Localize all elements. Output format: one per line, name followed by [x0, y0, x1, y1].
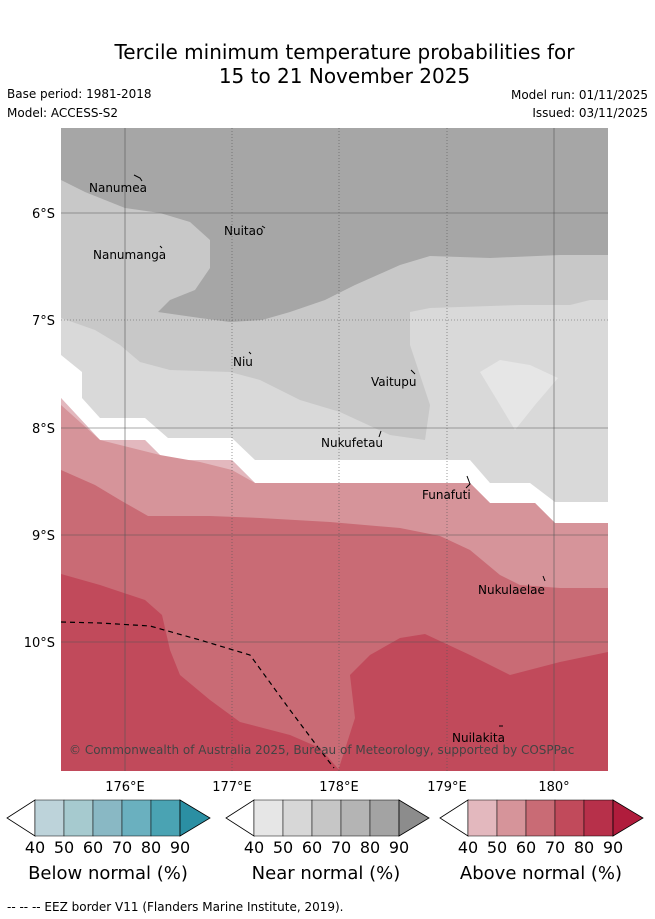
lat-label-6s: 6°S — [32, 207, 55, 222]
near-tick-70: 70 — [331, 838, 351, 857]
above-swatch-1 — [496, 799, 527, 837]
near-high-extension — [398, 799, 430, 837]
above-swatch-0 — [467, 799, 498, 837]
island-vaitupu — [410, 369, 416, 375]
island-nanumea — [133, 174, 143, 182]
below-high-extension — [179, 799, 211, 837]
title-line-1: Tercile minimum temperature probabilitie… — [114, 40, 575, 64]
above-swatch-4 — [583, 799, 614, 837]
title-line-2: 15 to 21 November 2025 — [218, 64, 471, 88]
near-tick-90: 90 — [389, 838, 409, 857]
below-low-extension — [6, 799, 36, 837]
model-name: Model: ACCESS-S2 — [7, 106, 119, 120]
eez-footnote: -- -- -- EEZ border V11 (Flanders Marine… — [7, 900, 344, 914]
island-niu — [248, 351, 252, 355]
above-tick-60: 60 — [516, 838, 536, 857]
label-niu: Niu — [233, 355, 253, 369]
label-nuilakita: Nuilakita — [452, 731, 505, 745]
eez-border-line — [60, 621, 335, 769]
issued-date: Issued: 03/11/2025 — [532, 106, 648, 120]
near-tick-80: 80 — [360, 838, 380, 857]
probability-shading — [61, 128, 608, 771]
copyright-notice: © Commonwealth of Australia 2025, Bureau… — [69, 743, 574, 757]
lon-label-177e: 177°E — [212, 780, 252, 795]
label-nanumea: Nanumea — [89, 181, 147, 195]
below-swatch-1 — [63, 799, 94, 837]
near-swatch-1 — [282, 799, 313, 837]
below-tick-90: 90 — [170, 838, 190, 857]
island-nuitao — [261, 225, 266, 229]
above-swatch-3 — [554, 799, 585, 837]
label-nuitao: Nuitao — [224, 224, 263, 238]
island-nukufetau — [378, 430, 382, 438]
label-nukulaelae: Nukulaelae — [478, 583, 545, 597]
label-funafuti: Funafuti — [422, 488, 471, 502]
above-tick-70: 70 — [545, 838, 565, 857]
above-tick-50: 50 — [487, 838, 507, 857]
label-nanumanga: Nanumanga — [93, 248, 166, 262]
below-tick-80: 80 — [141, 838, 161, 857]
lat-label-10s: 10°S — [24, 636, 55, 651]
island-nukulaelae — [542, 575, 546, 582]
legend-title-above: Above normal (%) — [459, 863, 623, 884]
below-tick-70: 70 — [112, 838, 132, 857]
lon-label-180: 180° — [538, 780, 569, 795]
below-tick-60: 60 — [83, 838, 103, 857]
legend-title-near: Near normal (%) — [251, 863, 401, 884]
above-swatch-2 — [525, 799, 556, 837]
label-vaitupu: Vaitupu — [371, 375, 417, 389]
below-swatch-4 — [150, 799, 181, 837]
below-tick-50: 50 — [54, 838, 74, 857]
base-period: Base period: 1981-2018 — [7, 87, 152, 101]
above-tick-80: 80 — [574, 838, 594, 857]
lon-label-178e: 178°E — [319, 780, 359, 795]
colorbar-above-normal: 40 50 60 70 80 90 — [438, 798, 648, 862]
below-swatch-3 — [121, 799, 152, 837]
lat-label-7s: 7°S — [32, 314, 55, 329]
near-swatch-2 — [311, 799, 342, 837]
no-signal-band — [61, 355, 608, 523]
near-normal-light-patch — [480, 360, 558, 430]
colorbar-near-normal: 40 50 60 70 80 90 — [224, 798, 434, 862]
lon-label-179e: 179°E — [427, 780, 467, 795]
lat-label-8s: 8°S — [32, 422, 55, 437]
model-run: Model run: 01/11/2025 — [510, 88, 648, 102]
above-normal-70-west — [61, 574, 340, 771]
near-swatch-3 — [340, 799, 371, 837]
island-nanumanga — [159, 245, 163, 249]
forecast-map: Nanumea Nuitao Nanumanga Niu Vaitupu Nuk… — [24, 128, 608, 795]
near-low-extension — [225, 799, 255, 837]
below-swatch-0 — [34, 799, 65, 837]
above-normal-70-east — [338, 634, 608, 771]
near-normal-60-region — [61, 128, 608, 322]
colorbar-below-normal: 40 50 60 70 80 90 — [5, 798, 215, 862]
graticule — [61, 128, 608, 771]
near-tick-60: 60 — [302, 838, 322, 857]
label-nukufetau: Nukufetau — [321, 436, 383, 450]
near-swatch-4 — [369, 799, 400, 837]
below-tick-40: 40 — [25, 838, 45, 857]
above-low-extension — [439, 799, 469, 837]
islands — [133, 174, 546, 727]
lat-label-9s: 9°S — [32, 529, 55, 544]
lon-label-176e: 176°E — [105, 780, 145, 795]
above-high-extension — [612, 799, 644, 837]
near-tick-50: 50 — [273, 838, 293, 857]
island-funafuti — [465, 475, 471, 489]
map-title: Tercile minimum temperature probabilitie… — [0, 40, 655, 88]
near-tick-40: 40 — [244, 838, 264, 857]
below-swatch-2 — [92, 799, 123, 837]
above-tick-40: 40 — [458, 838, 478, 857]
above-tick-90: 90 — [603, 838, 623, 857]
near-swatch-0 — [253, 799, 284, 837]
legend-title-below: Below normal (%) — [28, 863, 188, 884]
